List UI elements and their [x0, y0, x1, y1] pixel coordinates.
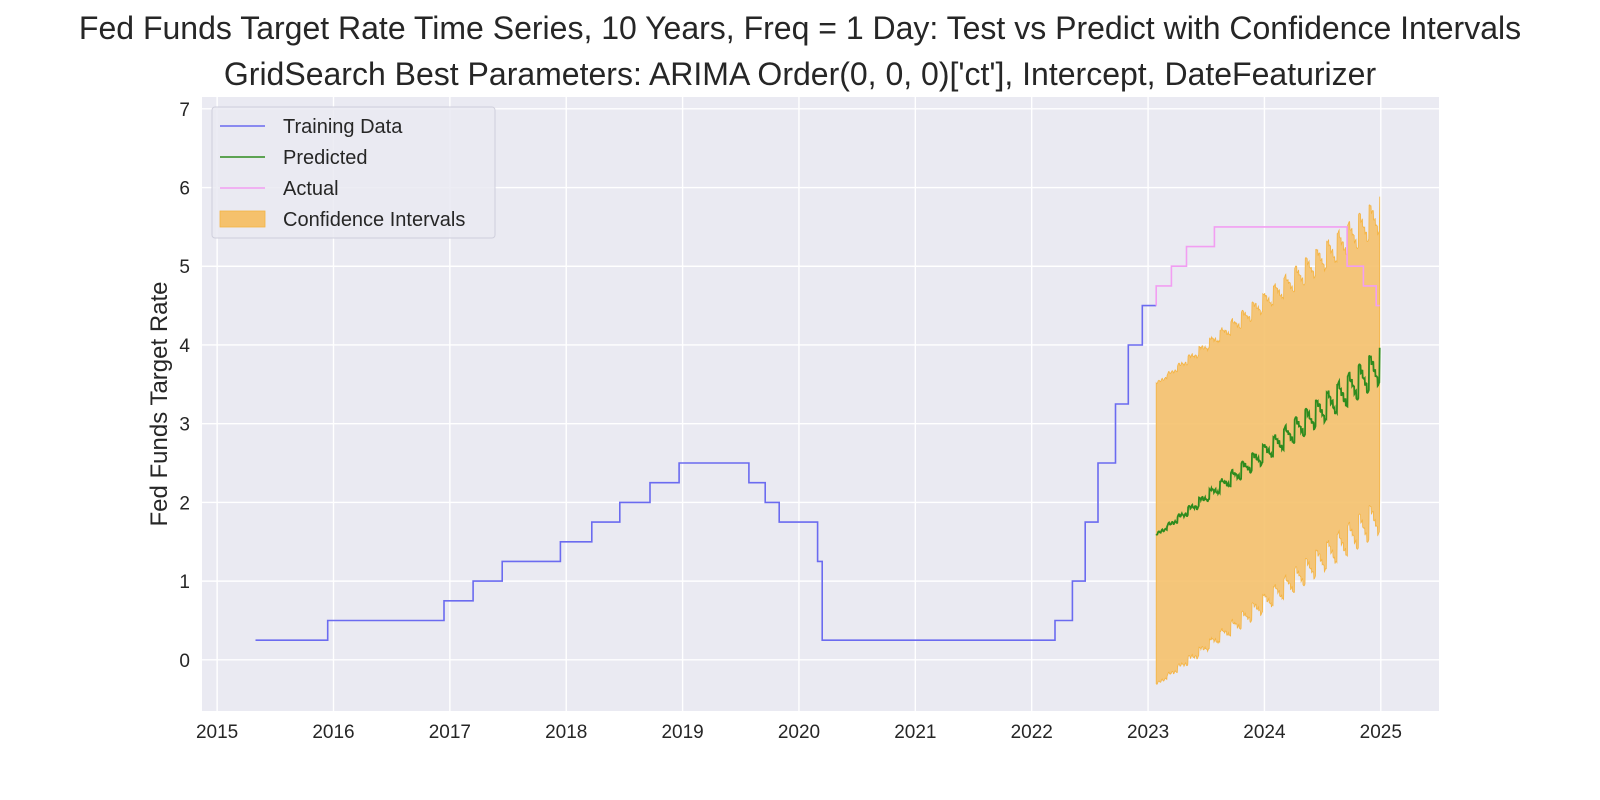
chart-title: Fed Funds Target Rate Time Series, 10 Ye…: [78, 10, 1522, 46]
y-tick-label: 3: [179, 415, 190, 436]
x-tick-label: 2018: [545, 722, 587, 743]
y-tick-label: 4: [179, 336, 190, 357]
legend-frame: [211, 106, 496, 239]
x-tick-label: 2015: [196, 722, 238, 743]
x-tick-label: 2022: [1011, 722, 1053, 743]
legend-item-training-label: Training Data: [283, 116, 403, 138]
legend: Training Data Predicted Actual Confidence I…: [211, 106, 496, 239]
x-tick-label: 2025: [1360, 722, 1402, 743]
series-layer: [255, 196, 1381, 685]
y-tick-label: 7: [179, 100, 190, 121]
training-series-line: [255, 304, 1157, 642]
y-axis-label: Fed Funds Target Rate: [146, 281, 173, 526]
predicted-series-line: [1155, 347, 1381, 536]
x-tick-label: 2023: [1127, 722, 1169, 743]
actual-series-line: [1155, 226, 1380, 307]
x-tick-label: 2021: [894, 722, 936, 743]
x-tick-label: 2019: [661, 722, 703, 743]
y-tick-label: 2: [179, 493, 190, 514]
legend-item-confidence-swatch: [219, 210, 266, 228]
axis-ticks: 2015 2016 2017 2018 2019 2020 2021 2022 2023 2024…: [179, 100, 1402, 743]
x-tick-label: 2024: [1243, 722, 1286, 743]
y-tick-label: 0: [179, 651, 190, 672]
y-tick-label: 6: [179, 179, 190, 200]
legend-item-actual-label: Actual: [283, 178, 339, 200]
y-tick-label: 1: [179, 572, 190, 593]
legend-item-confidence-label: Confidence Intervals: [283, 209, 465, 231]
y-tick-label: 5: [179, 257, 190, 278]
x-tick-label: 2016: [312, 722, 354, 743]
x-tick-label: 2017: [429, 722, 471, 743]
legend-item-predicted-label: Predicted: [283, 147, 368, 169]
confidence-interval-band: [1155, 196, 1381, 685]
chart-subtitle: GridSearch Best Parameters: ARIMA Order(…: [223, 56, 1377, 92]
x-tick-label: 2020: [778, 722, 820, 743]
